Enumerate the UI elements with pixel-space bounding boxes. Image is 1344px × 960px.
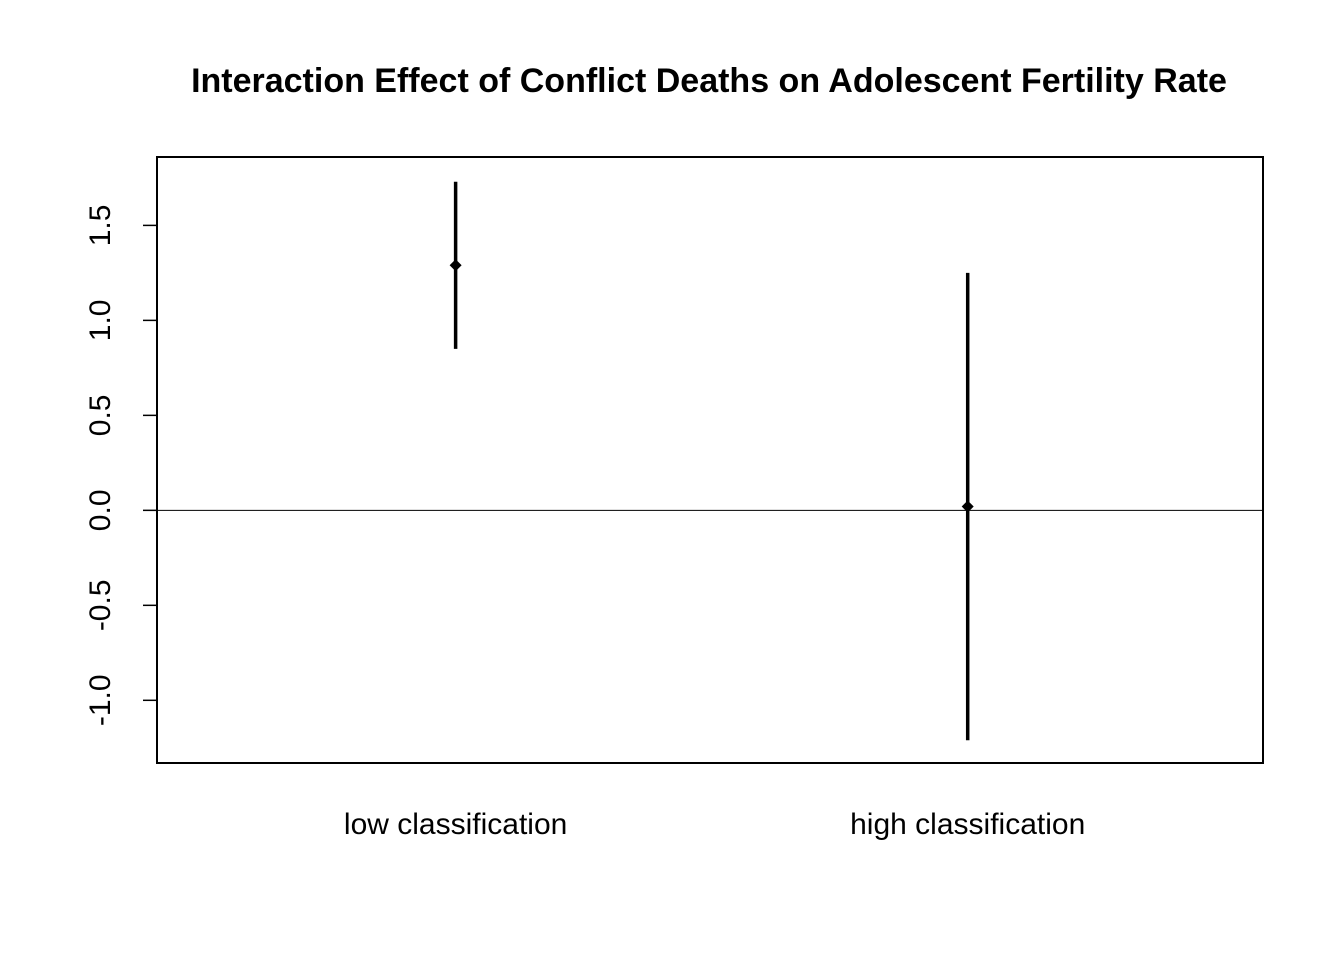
- point-estimate-marker: [449, 259, 462, 272]
- y-tick-label: 0.0: [84, 489, 117, 531]
- y-tick-label: 1.0: [84, 300, 117, 342]
- x-category-label: low classification: [344, 808, 567, 841]
- chart-title: Interaction Effect of Conflict Deaths on…: [191, 62, 1227, 100]
- error-bars: [449, 181, 974, 741]
- y-tick-label: -0.5: [84, 579, 117, 631]
- x-category-label: high classification: [850, 808, 1085, 841]
- x-category-labels: low classification high classification: [344, 808, 1085, 841]
- y-tick-label: 1.5: [84, 205, 117, 247]
- y-tick-label: 0.5: [84, 394, 117, 436]
- plot-frame: [156, 156, 1264, 764]
- y-axis: -1.0 -0.5 0.0 0.5 1.0 1.5: [84, 205, 158, 726]
- y-tick-label: -1.0: [84, 674, 117, 726]
- point-estimate-marker: [961, 500, 974, 513]
